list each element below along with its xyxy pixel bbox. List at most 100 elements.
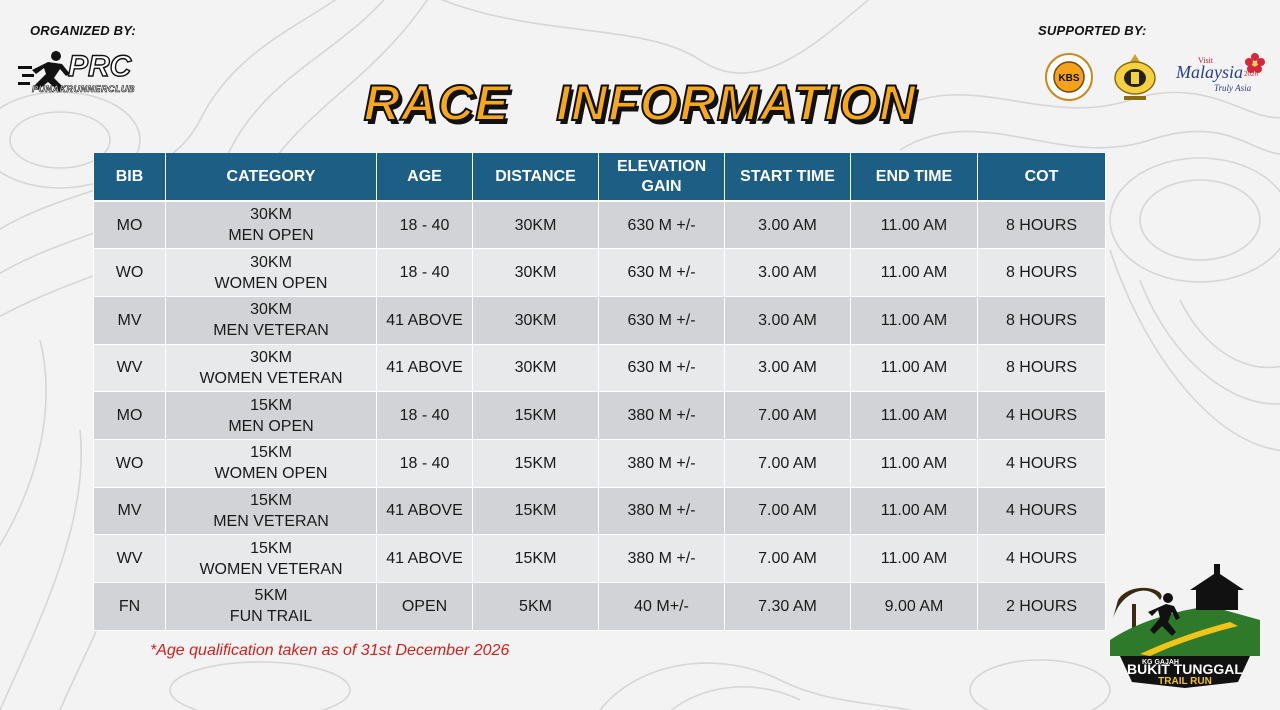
header-age: AGE xyxy=(376,153,473,202)
table-row: WO 30KM WOMEN OPEN 18 - 40 30KM 630 M +/- 3.00… xyxy=(93,248,1106,297)
category-name: WOMEN OPEN xyxy=(214,465,328,483)
malaysia-text: Malaysia xyxy=(1176,62,1243,82)
cell-bib-text: MO xyxy=(116,216,143,234)
header-start-time: START TIME xyxy=(724,153,851,202)
malaysia-year: 2026 xyxy=(1244,70,1258,78)
cell-end-time: 11.00 AM xyxy=(850,200,978,250)
category-name: WOMEN OPEN xyxy=(214,274,328,292)
cell-distance: 5KM xyxy=(472,582,599,631)
cell-category: 30KM WOMEN OPEN xyxy=(165,248,377,297)
cell-bib-text: WV xyxy=(116,550,143,568)
cell-start-time: 7.00 AM xyxy=(724,486,851,536)
cell-start-time-text: 7.00 AM xyxy=(758,502,817,520)
cell-cot-text: 4 HOURS xyxy=(1005,454,1078,472)
cell-cot-text: 4 HOURS xyxy=(1005,407,1078,425)
cell-distance-text: 30KM xyxy=(514,216,557,234)
cell-end-time-text: 11.00 AM xyxy=(880,454,948,472)
cell-category: 5KM FUN TRAIL xyxy=(165,582,377,631)
category-distance: 5KM xyxy=(254,587,288,605)
cell-age: 41 ABOVE xyxy=(376,486,473,536)
visit-text: Visit xyxy=(1198,56,1214,65)
cell-elevation-gain: 630 M +/- xyxy=(598,295,725,345)
cell-elevation-gain: 380 M +/- xyxy=(598,438,725,488)
cell-age: 18 - 40 xyxy=(376,438,473,488)
cell-start-time-text: 3.00 AM xyxy=(758,216,817,234)
cell-elevation-gain-text: 630 M +/- xyxy=(627,359,696,377)
cell-distance-text: 15KM xyxy=(514,407,557,425)
cell-cot-text: 8 HOURS xyxy=(1005,264,1078,282)
cell-bib: WV xyxy=(93,343,166,393)
table-row: WV 30KM WOMEN VETERAN 41 ABOVE 30KM 630 M +/-… xyxy=(93,343,1106,393)
cell-start-time-text: 7.00 AM xyxy=(758,407,817,425)
table-header-row: BIB CATEGORY AGE DISTANCE ELEVATION GAIN… xyxy=(93,153,1106,202)
cell-bib: WO xyxy=(93,248,166,297)
cell-elevation-gain-text: 630 M +/- xyxy=(627,264,696,282)
cell-bib: MO xyxy=(93,391,166,440)
table-row: WO 15KM WOMEN OPEN 18 - 40 15KM 380 M +/- 7.00… xyxy=(93,438,1106,488)
cell-start-time-text: 7.00 AM xyxy=(758,454,817,472)
event-logo-line2: BUKIT TUNGGAL xyxy=(1127,661,1243,677)
cell-start-time: 7.30 AM xyxy=(724,582,851,631)
cell-cot-text: 8 HOURS xyxy=(1005,359,1078,377)
cell-elevation-gain-text: 380 M +/- xyxy=(627,502,696,520)
cell-age-text: OPEN xyxy=(401,597,448,615)
cell-category: 30KM WOMEN VETERAN xyxy=(165,343,377,393)
category-distance: 15KM xyxy=(250,396,292,414)
cell-distance: 15KM xyxy=(472,486,599,536)
cell-start-time-text: 3.00 AM xyxy=(758,359,817,377)
cell-distance-text: 30KM xyxy=(514,359,557,377)
cell-end-time: 11.00 AM xyxy=(850,343,978,393)
cell-age-text: 41 ABOVE xyxy=(386,502,463,520)
event-logo-line3: TRAIL RUN xyxy=(1158,676,1212,687)
cell-cot: 4 HOURS xyxy=(977,438,1106,488)
category-distance: 30KM xyxy=(250,206,292,224)
cell-distance-text: 30KM xyxy=(514,311,557,329)
cell-elevation-gain: 630 M +/- xyxy=(598,200,725,250)
category-name: MEN VETERAN xyxy=(213,322,329,340)
cell-age-text: 18 - 40 xyxy=(399,407,450,425)
cell-cot-text: 8 HOURS xyxy=(1005,311,1078,329)
cell-elevation-gain-text: 630 M +/- xyxy=(627,216,696,234)
cell-distance: 15KM xyxy=(472,391,599,440)
perak-crest-logo xyxy=(1110,50,1160,104)
cell-end-time: 11.00 AM xyxy=(850,438,978,488)
cell-bib-text: MO xyxy=(116,407,143,425)
cell-elevation-gain-text: 630 M +/- xyxy=(627,311,696,329)
cell-cot: 2 HOURS xyxy=(977,582,1106,631)
cell-elevation-gain-text: 380 M +/- xyxy=(627,454,696,472)
category-distance: 30KM xyxy=(250,348,292,366)
cell-age-text: 18 - 40 xyxy=(399,264,450,282)
cell-end-time: 11.00 AM xyxy=(850,534,978,583)
category-distance: 15KM xyxy=(250,539,292,557)
cell-distance: 30KM xyxy=(472,295,599,345)
cell-end-time: 9.00 AM xyxy=(850,582,978,631)
cell-cot-text: 4 HOURS xyxy=(1005,550,1078,568)
cell-end-time-text: 9.00 AM xyxy=(884,597,944,615)
cell-bib-text: FN xyxy=(118,597,141,615)
category-name: MEN VETERAN xyxy=(213,512,329,530)
cell-elevation-gain-text: 380 M +/- xyxy=(627,550,696,568)
cell-elevation-gain: 380 M +/- xyxy=(598,391,725,440)
cell-category: 30KM MEN VETERAN xyxy=(165,295,377,345)
table-row: MO 15KM MEN OPEN 18 - 40 15KM 380 M +/- 7.00 A… xyxy=(93,391,1106,440)
cell-end-time-text: 11.00 AM xyxy=(880,216,948,234)
cell-cot: 8 HOURS xyxy=(977,343,1106,393)
cell-start-time: 7.00 AM xyxy=(724,391,851,440)
event-logo-line1: KG GAJAH xyxy=(1142,659,1179,666)
header-elevation-gain: ELEVATION GAIN xyxy=(598,153,725,202)
category-distance: 30KM xyxy=(250,253,292,271)
cell-bib-text: WO xyxy=(115,264,144,282)
cell-category: 15KM MEN OPEN xyxy=(165,391,377,440)
cell-start-time: 3.00 AM xyxy=(724,248,851,297)
cell-cot: 8 HOURS xyxy=(977,295,1106,345)
supported-by-label: SUPPORTED BY: xyxy=(1038,23,1147,38)
cell-distance-text: 15KM xyxy=(514,502,557,520)
cell-bib: WO xyxy=(93,438,166,488)
cell-end-time-text: 11.00 AM xyxy=(880,550,948,568)
page-title: RACE INFORMATION xyxy=(0,74,1280,132)
table-row: WV 15KM WOMEN VETERAN 41 ABOVE 15KM 380 M +/-… xyxy=(93,534,1106,583)
cell-bib: MO xyxy=(93,200,166,250)
cell-category: 15KM WOMEN VETERAN xyxy=(165,534,377,583)
cell-cot-text: 8 HOURS xyxy=(1005,216,1078,234)
cell-distance-text: 15KM xyxy=(514,550,557,568)
